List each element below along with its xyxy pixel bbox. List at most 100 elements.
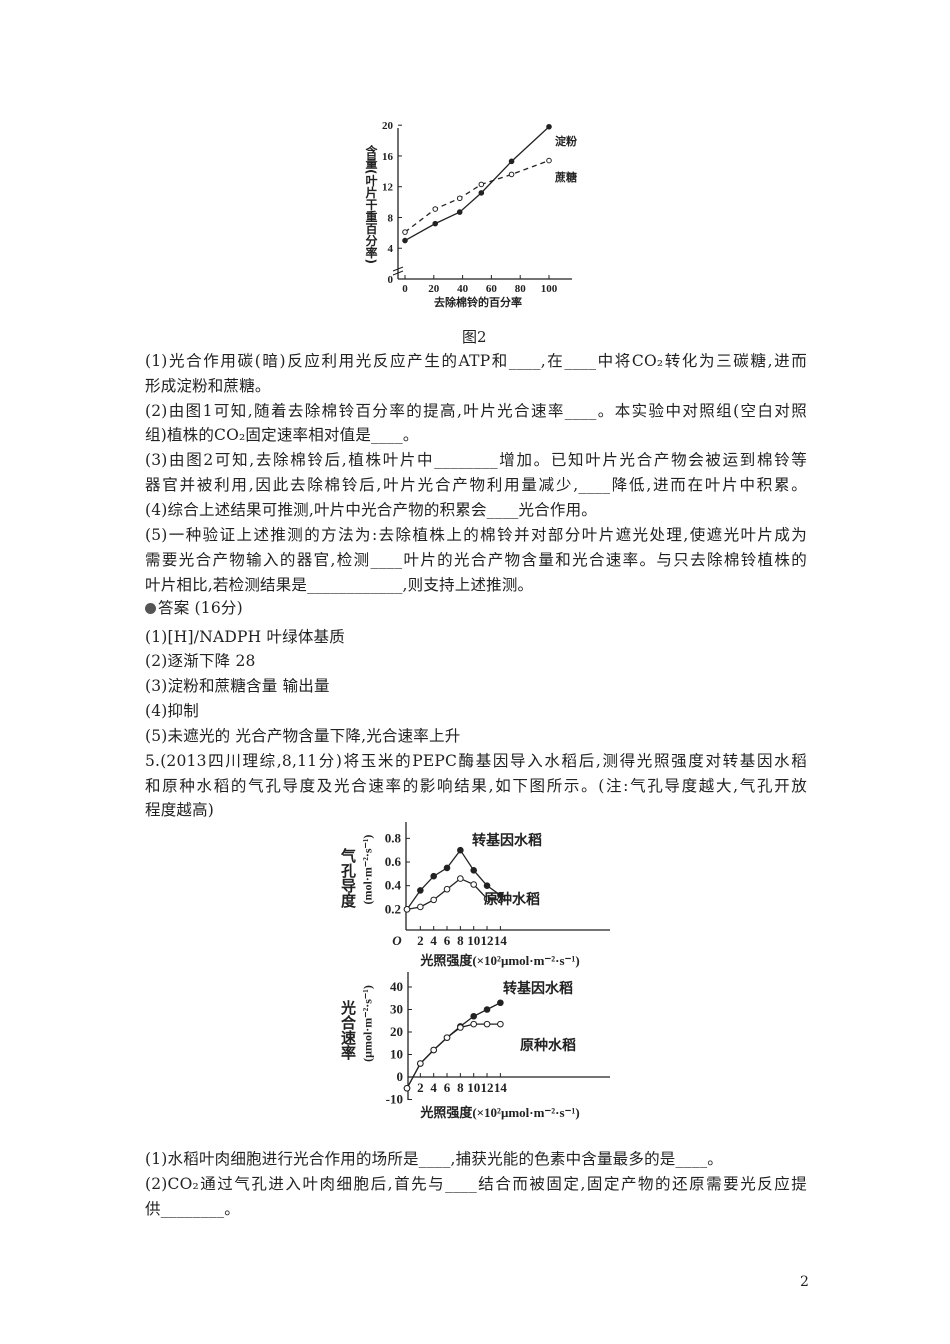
data-point: [508, 171, 515, 178]
x-tick-label: 4: [430, 1080, 437, 1095]
chart2-yunit: (mol·m⁻²·s⁻¹): [360, 834, 375, 905]
data-point: [443, 864, 451, 872]
data-point: [483, 1020, 491, 1028]
question-line: 组)植株的CO₂固定速率相对值是____。: [145, 426, 419, 444]
answer-header-text: 答案 (16分): [158, 599, 243, 617]
question-line: (3)由图2可知,去除棉铃后,植株叶片中________增加。已知叶片光合产物会…: [145, 451, 807, 469]
data-point: [470, 1012, 478, 1020]
question-line: 器官并被利用,因此去除棉铃后,叶片光合产物利用量减少,____降低,进而在叶片中…: [145, 476, 807, 494]
q5-line: 5.(2013四川理综,8,11分)将玉米的PEPC酶基因导入水稻后,测得光照强…: [145, 752, 807, 770]
data-point: [470, 867, 478, 874]
y-tick-label: 12: [382, 182, 394, 194]
x-tick-label: 40: [457, 283, 469, 295]
data-point: [483, 895, 491, 902]
y-tick-label: 0.2: [385, 901, 401, 916]
data-point: [417, 903, 424, 911]
data-point: [443, 1034, 451, 1041]
y-tick-label: 40: [390, 979, 403, 994]
data-point: [483, 882, 491, 889]
data-point: [470, 881, 478, 888]
data-point: [456, 195, 463, 202]
question-line: (4)综合上述结果可推测,叶片中光合产物的积累会____光合作用。: [145, 501, 597, 519]
x-tick-label: 2: [417, 1080, 424, 1095]
x-tick-label: 10: [467, 1080, 480, 1095]
series-label: 淀粉: [555, 134, 577, 148]
y-tick-label: 20: [390, 1024, 403, 1039]
data-point: [430, 896, 437, 904]
data-point: [443, 885, 451, 893]
y-tick-label: 8: [388, 212, 394, 224]
x-tick-label: 10: [467, 933, 480, 948]
data-point: [483, 1006, 491, 1013]
data-point: [402, 229, 408, 235]
data-point: [546, 157, 552, 164]
y-tick-label: 4: [388, 243, 394, 255]
q5-sub-line: (2)CO₂通过气孔进入叶肉细胞后,首先与____结合而被固定,固定产物的还原需…: [145, 1175, 807, 1193]
q5-line: 和原种水稻的气孔导度及光合速率的影响结果,如下图所示。(注:气孔导度越大,气孔开…: [145, 777, 807, 795]
answer-line: (5)未遮光的 光合产物含量下降,光合速率上升: [145, 727, 461, 745]
chart3-xlabel: 光照强度(×10²μmol·m⁻²·s⁻¹): [419, 1105, 579, 1120]
data-point: [403, 906, 411, 913]
question-line: 形成淀粉和蔗糖。: [145, 377, 271, 395]
y-tick-label: 10: [390, 1047, 403, 1062]
q5-sub-line: 供________。: [145, 1200, 241, 1218]
data-point: [432, 220, 439, 227]
answer-line: (2)逐渐下降 28: [145, 652, 256, 670]
y-tick-label: 0.8: [385, 830, 402, 845]
question-line: 需要光合产物输入的器官,检测____叶片的光合产物含量和光合速率。与只去除棉铃植…: [145, 551, 807, 569]
data-point: [546, 123, 552, 130]
y-tick-label: 20: [382, 120, 394, 132]
data-point: [497, 1020, 504, 1028]
series-line-a: [404, 126, 550, 242]
y-tick-label: -10: [386, 1092, 403, 1107]
data-point: [417, 887, 424, 894]
axis-break-icon: [392, 266, 404, 276]
data-point: [478, 181, 485, 188]
y-tick-label: 0.4: [385, 878, 402, 893]
data-point: [497, 999, 504, 1007]
x-tick-label: 14: [494, 933, 508, 948]
question-line: (1)光合作用碳(暗)反应利用光反应产生的ATP和____,在____中将CO₂…: [145, 352, 807, 370]
series-label: 转基因水稻: [503, 980, 573, 997]
x-tick-label: 8: [457, 933, 464, 948]
x-tick-label: 14: [494, 1080, 508, 1095]
question-line: (2)由图1可知,随着去除棉铃百分率的提高,叶片光合速率____。本实验中对照组…: [145, 402, 807, 420]
answer-line: (1)[H]/NADPH 叶绿体基质: [145, 628, 345, 646]
x-tick-label: 6: [444, 933, 451, 948]
x-tick-label: 4: [430, 933, 437, 948]
series-line-b: [406, 1023, 501, 1089]
chart2-ylabel: 气孔导度: [339, 848, 357, 908]
x-tick-label: 60: [486, 283, 498, 295]
x-tick-label: 12: [481, 933, 494, 948]
question-line: (5)一种验证上述推测的方法为:去除植株上的棉铃并对部分叶片遮光处理,使遮光叶片…: [145, 526, 807, 544]
answer-line: (4)抑制: [145, 702, 199, 720]
data-point: [457, 846, 464, 854]
data-point: [497, 896, 504, 904]
x-tick-label: 0: [402, 283, 408, 295]
data-point: [403, 1084, 411, 1092]
data-point: [417, 1060, 424, 1067]
data-point: [457, 875, 464, 882]
series-label: 转基因水稻: [472, 832, 542, 849]
y-tick-label: 0: [397, 1069, 404, 1084]
x-tick-label: 6: [444, 1080, 451, 1095]
question-line: 叶片相比,若检测结果是____________,则支持上述推测。: [145, 576, 534, 594]
data-point: [478, 190, 485, 196]
q5-sub-line: (1)水稻叶肉细胞进行光合作用的场所是____,捕获光能的色素中含量最多的是__…: [145, 1150, 723, 1168]
chart1-ylabel: 含量(叶片干重百分率): [364, 145, 378, 264]
data-point: [457, 1024, 464, 1031]
series-line-a: [406, 1002, 501, 1089]
q5-line: 程度越高): [145, 801, 215, 819]
data-point: [430, 1046, 437, 1054]
origin-label: O: [392, 933, 402, 948]
data-point: [432, 206, 439, 212]
series-label: 蔗糖: [554, 170, 577, 184]
y-tick-label: 30: [390, 1002, 403, 1017]
x-tick-label: 2: [417, 933, 424, 948]
page-number: 2: [800, 1274, 809, 1290]
x-tick-label: 8: [457, 1080, 464, 1095]
y-tick-label: 0: [388, 274, 394, 286]
chart1-xlabel: 去除棉铃的百分率: [434, 295, 522, 309]
figure-caption: 图2: [462, 328, 487, 346]
